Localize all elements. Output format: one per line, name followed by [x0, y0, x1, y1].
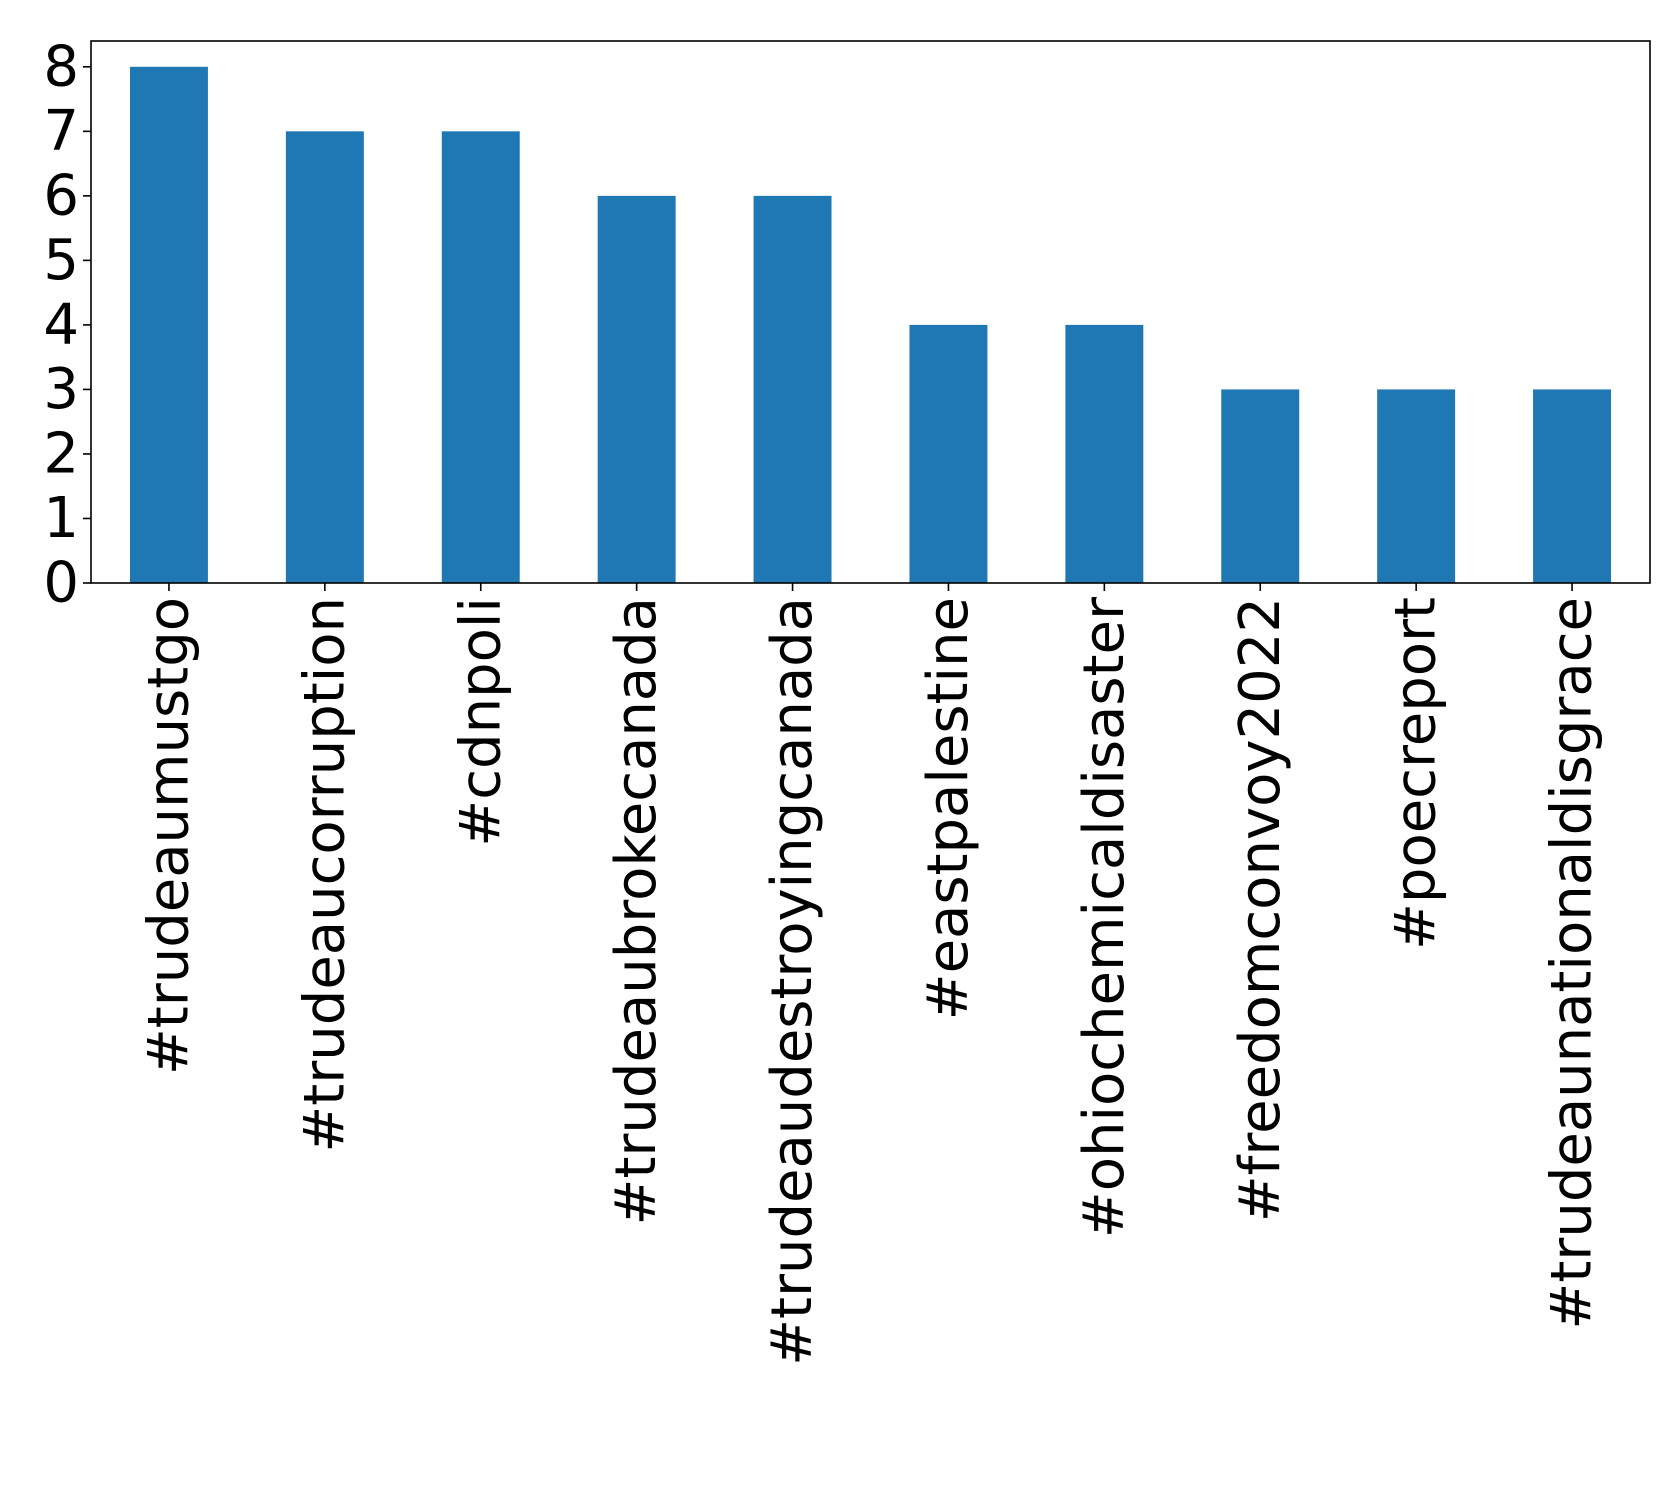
y-tick-label-3: 3 — [43, 357, 79, 422]
x-tick-label-5: #trudeaudestroyingcanada — [760, 597, 825, 1366]
bar-8 — [1221, 389, 1300, 583]
bar-9 — [1377, 389, 1456, 583]
y-tick-label-1: 1 — [43, 486, 79, 551]
x-tick-label-6: #eastpalestine — [916, 597, 981, 1020]
y-tick-label-8: 8 — [43, 34, 79, 99]
x-tick-label-10: #trudeaunationaldisgrace — [1540, 597, 1605, 1330]
y-tick-label-0: 0 — [43, 551, 79, 616]
x-tick-label-1: #trudeaumustgo — [136, 597, 201, 1075]
bar-7 — [1065, 324, 1144, 583]
bar-2 — [285, 131, 364, 584]
bar-5 — [753, 195, 832, 583]
x-tick-label-7: #ohiochemicaldisaster — [1072, 596, 1137, 1238]
bar-6 — [909, 324, 988, 583]
bar-3 — [441, 131, 520, 584]
bar-1 — [129, 66, 208, 584]
bars-group — [129, 66, 1612, 584]
x-tick-label-8: #freedomconvoy2022 — [1228, 597, 1293, 1222]
y-tick-label-4: 4 — [43, 292, 79, 357]
y-tick-label-7: 7 — [43, 99, 79, 164]
x-tick-label-2: #trudeaucorruption — [292, 597, 357, 1153]
bar-10 — [1533, 389, 1612, 583]
y-tick-label-6: 6 — [43, 163, 79, 228]
y-tick-label-5: 5 — [43, 228, 79, 293]
y-tick-label-2: 2 — [43, 421, 79, 486]
x-axis: #trudeaumustgo #trudeaucorruption #cdnpoli… — [136, 583, 1605, 1366]
x-tick-label-4: #trudeaubrokecanada — [604, 597, 669, 1225]
plot-frame — [90, 40, 1651, 584]
bar-4 — [597, 195, 676, 583]
x-tick-label-3: #cdnpoli — [448, 597, 513, 847]
x-tick-label-9: #poecreport — [1384, 597, 1449, 950]
